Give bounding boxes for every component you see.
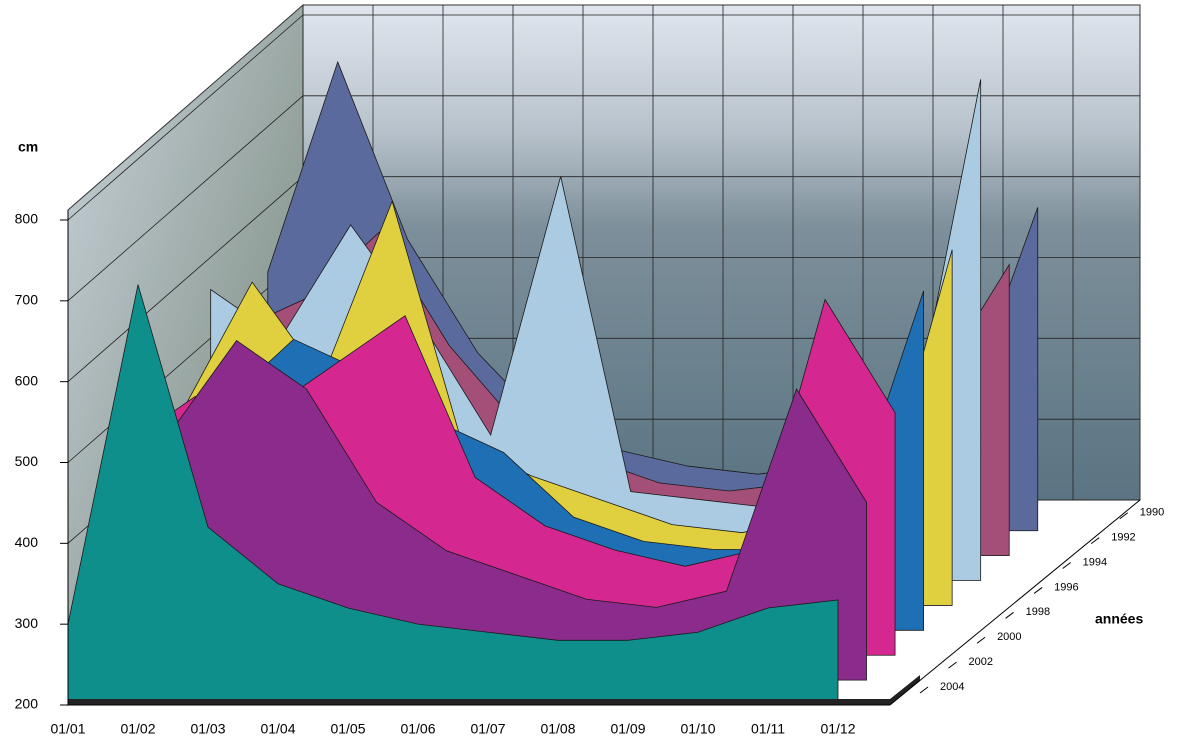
- x-tick-label: 01/09: [610, 721, 645, 737]
- y-axis-label: cm: [18, 139, 38, 155]
- z-tick-label: 1996: [1054, 581, 1078, 593]
- x-tick-label: 01/07: [470, 721, 505, 737]
- chart: cm années 200 300 400 500 600 700 800 01/01 01/0…: [0, 0, 1190, 741]
- x-tick-label: 01/12: [820, 721, 855, 737]
- z-tick-label: 2000: [997, 631, 1021, 643]
- y-tick-label: 600: [15, 372, 39, 388]
- x-tick-label: 01/02: [120, 721, 155, 737]
- x-tick-label: 01/01: [50, 721, 85, 737]
- z-axis-label: années: [1095, 611, 1143, 627]
- x-tick-label: 01/11: [751, 721, 785, 737]
- y-tick-label: 200: [15, 696, 39, 712]
- z-tick-label: 1990: [1140, 507, 1164, 519]
- z-tick-mark: [1034, 587, 1042, 593]
- z-tick-mark: [1006, 612, 1014, 618]
- z-tick-mark: [977, 637, 985, 643]
- x-tick-label: 01/05: [330, 721, 365, 737]
- y-tick-label: 800: [15, 211, 39, 227]
- z-tick-mark: [1063, 563, 1071, 569]
- y-tick-label: 500: [15, 453, 39, 469]
- x-tick-label: 01/10: [680, 721, 715, 737]
- x-tick-label: 01/06: [400, 721, 435, 737]
- x-tick-label: 01/04: [260, 721, 295, 737]
- z-tick-label: 1992: [1111, 532, 1135, 544]
- z-tick-label: 2002: [969, 656, 993, 668]
- x-tick-label: 01/03: [190, 721, 225, 737]
- y-tick-label: 700: [15, 292, 39, 308]
- z-tick-label: 2004: [940, 681, 964, 693]
- y-tick-label: 300: [15, 615, 39, 631]
- x-tick-label: 01/08: [540, 721, 575, 737]
- y-tick-label: 400: [15, 534, 39, 550]
- z-tick-mark: [920, 687, 928, 693]
- z-tick-mark: [949, 662, 957, 668]
- z-tick-label: 1998: [1026, 606, 1050, 618]
- z-tick-label: 1994: [1083, 556, 1107, 568]
